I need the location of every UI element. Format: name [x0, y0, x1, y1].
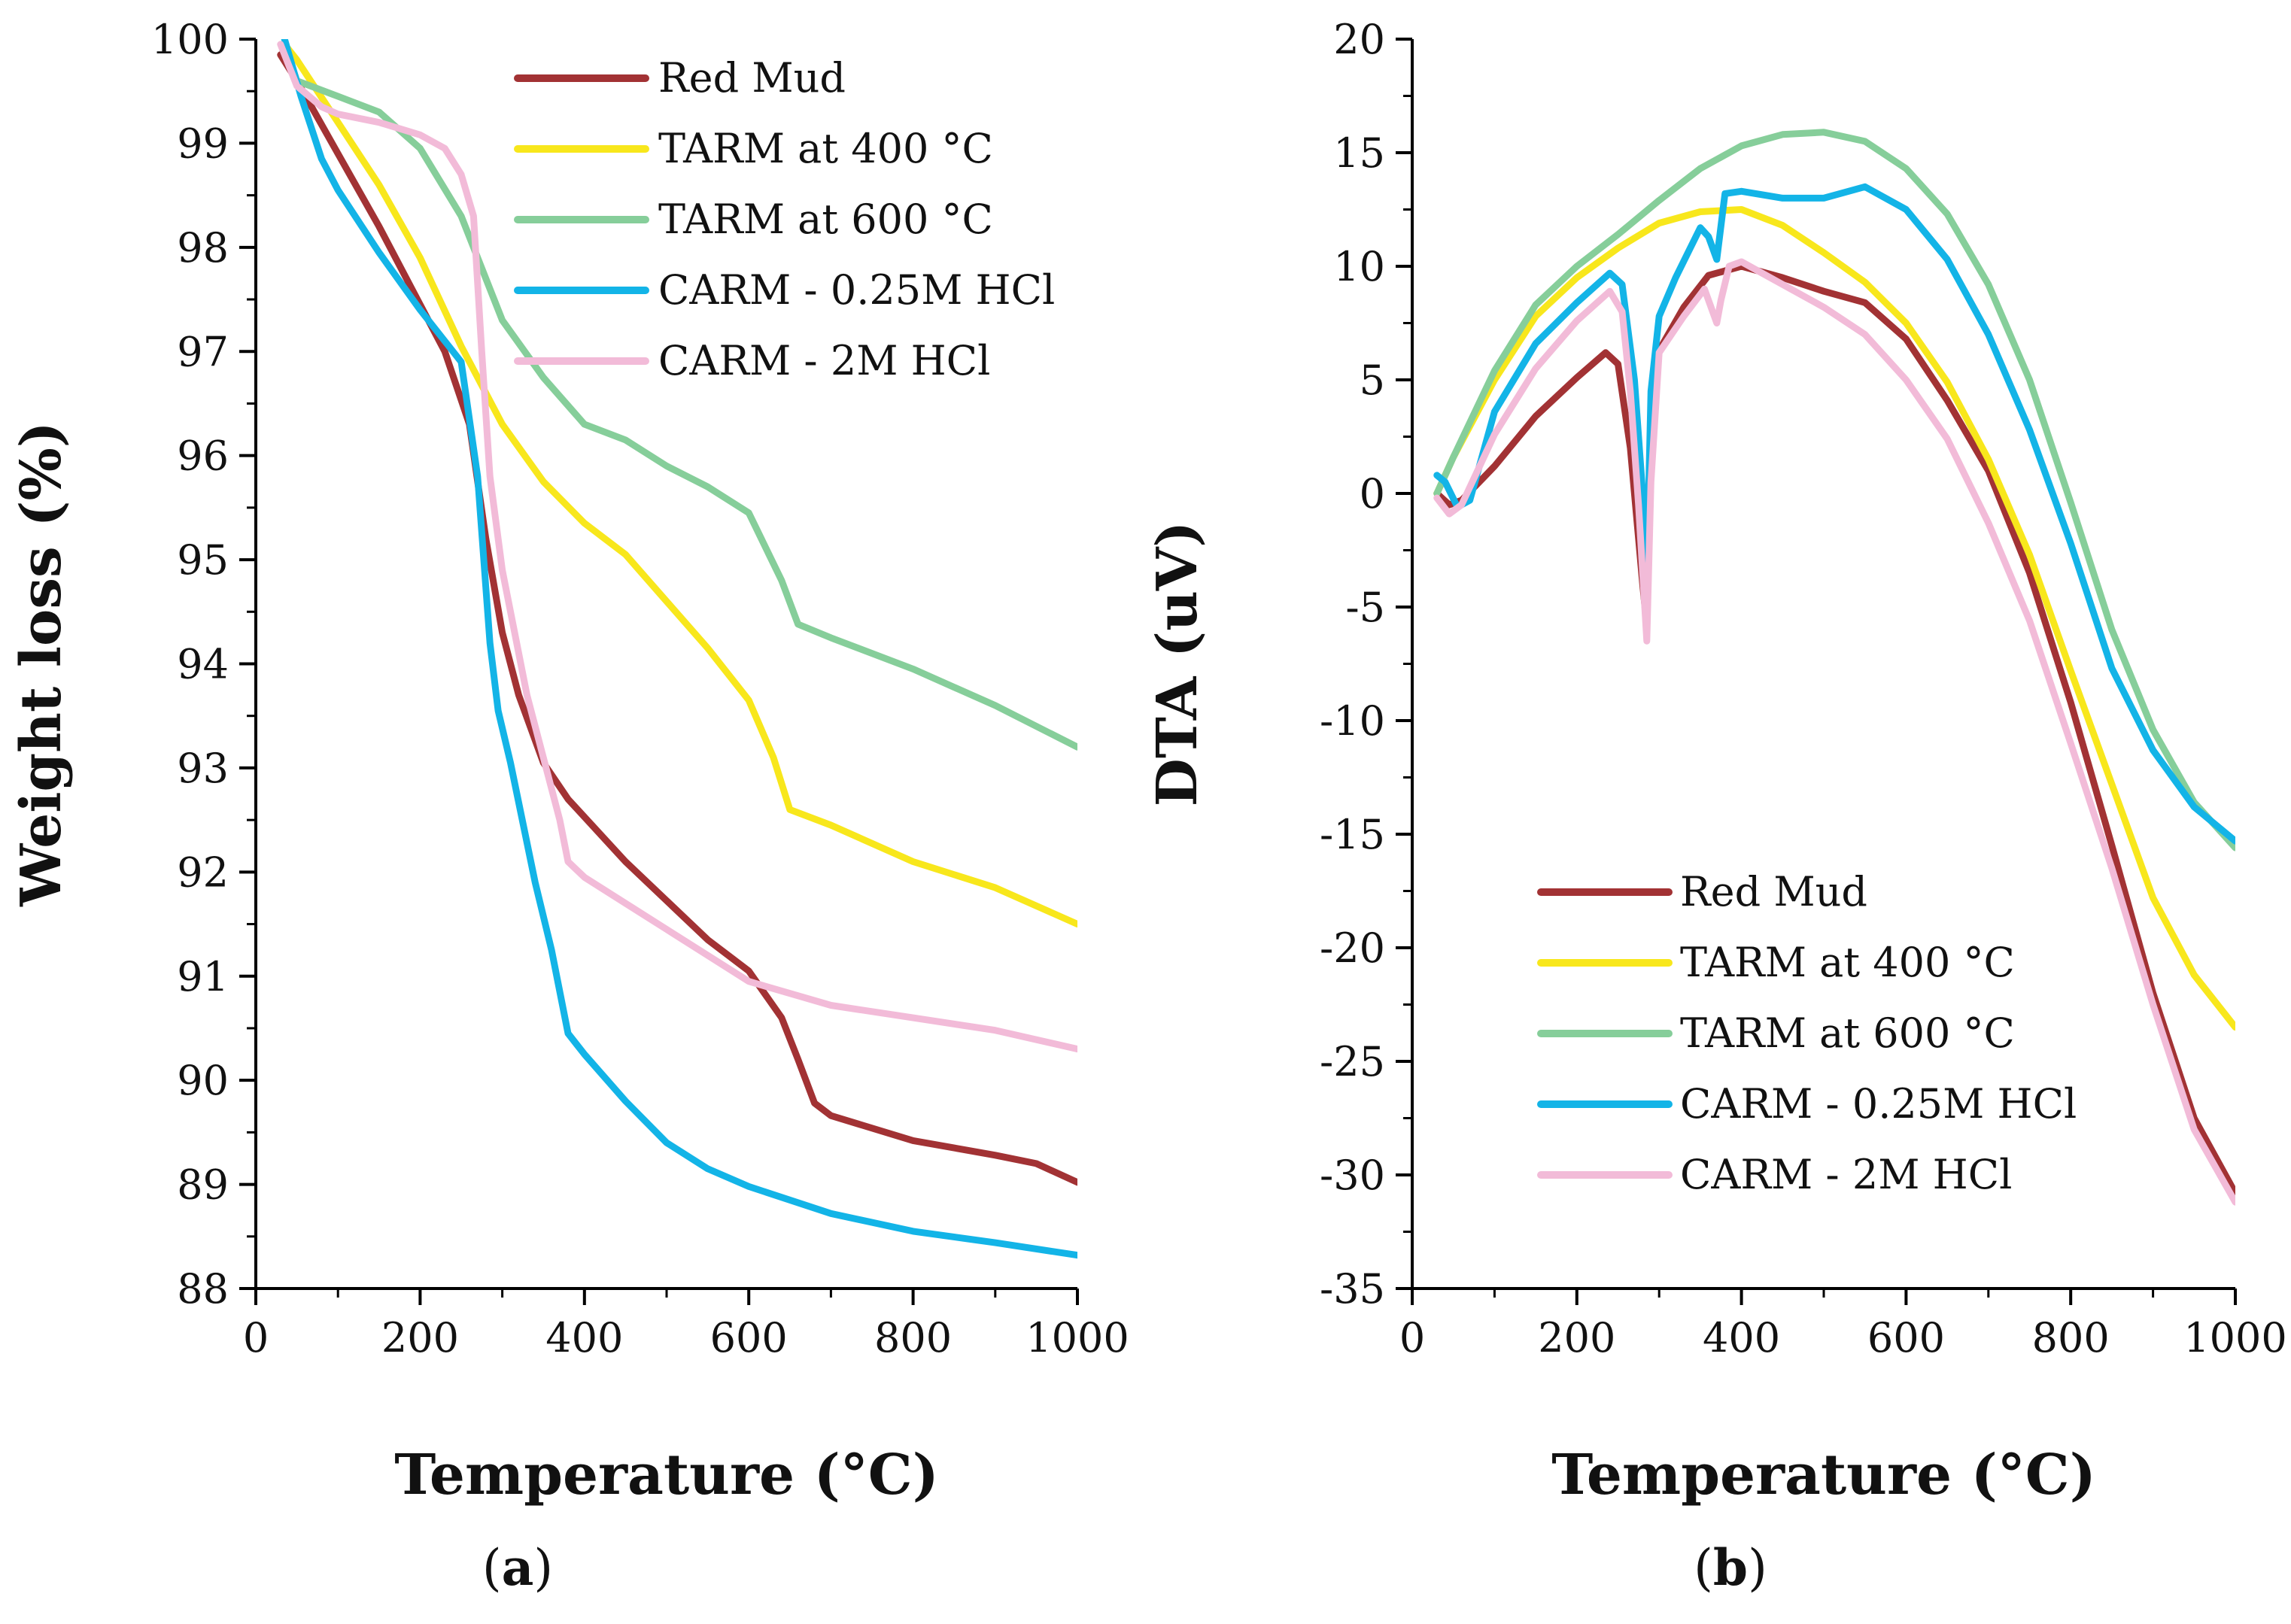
panel-a-x-tick-label: 0	[243, 1314, 269, 1361]
panel-a-legend-label-4: CARM - 2M HCl	[658, 337, 990, 384]
panel-b-series-line-0	[1433, 263, 2235, 1197]
panel-b-y-tick-label: 0	[1360, 470, 1385, 518]
panel-b-y-axis-title: DTA (uV)	[1145, 521, 1210, 807]
panel-a-x-tick-label: 800	[874, 1314, 952, 1361]
panel-b-legend-label-1: TARM at 400 °C	[1680, 939, 2015, 986]
panel-a-x-tick-label: 400	[545, 1314, 623, 1361]
panel-a-series-line-1	[281, 41, 1077, 927]
panel-b-x-tick-label: 400	[1703, 1314, 1780, 1361]
panel-b-label: (b)	[1694, 1538, 1767, 1597]
panel-b-x-tick-label: 600	[1867, 1314, 1945, 1361]
panel-a-y-axis-title: Weight loss (%)	[9, 421, 74, 907]
panel-a-series-line-2	[281, 41, 1077, 751]
panel-a-y-tick-label: 88	[177, 1265, 229, 1313]
panel-b-y-tick-label: -20	[1320, 924, 1385, 972]
panel-b-x-tick-label: 1000	[2183, 1314, 2286, 1361]
panel-a-x-tick-label: 600	[710, 1314, 788, 1361]
panel-a-y-tick-label: 93	[177, 745, 229, 792]
panel-b-y-tick-label: -30	[1320, 1152, 1385, 1199]
panel-a-x-tick-label: 200	[381, 1314, 459, 1361]
panel-a-x-axis-title: Temperature (°C)	[394, 1443, 938, 1507]
panel-b-y-tick-label: 5	[1360, 357, 1385, 404]
panel-a-series-line-0	[277, 51, 1077, 1186]
panel-a-y-tick-label: 91	[177, 953, 229, 1000]
panel-b-series-line-3	[1433, 183, 2235, 845]
panel-b-x-tick-label: 800	[2032, 1314, 2110, 1361]
panel-b-x-tick-label: 200	[1538, 1314, 1615, 1361]
panel-a-y-tick-label: 99	[177, 120, 229, 167]
panel-b-series	[1433, 129, 2235, 1206]
panel-a-y-tick-label: 92	[177, 848, 229, 896]
panel-a-y-tick-label: 97	[177, 328, 229, 375]
panel-a-series-line-3	[281, 39, 1077, 1259]
panel-b-y-tick-label: -25	[1320, 1038, 1385, 1085]
panel-b-y-tick-label: -15	[1320, 811, 1385, 858]
panel-b-legend-label-3: CARM - 0.25M HCl	[1680, 1080, 2077, 1128]
panel-a-series	[277, 39, 1077, 1259]
panel-b: 0 200 400 600 800 1000 -35 -30 -25 -20 -15 -10 -5 0 5 1…	[1145, 16, 2287, 1597]
panel-b-y-tick-label: -10	[1320, 697, 1385, 745]
panel-a-legend-label-1: TARM at 400 °C	[658, 125, 993, 172]
panel-a-y-tick-label: 90	[177, 1057, 229, 1104]
panel-b-series-line-1	[1433, 206, 2235, 1031]
panel-a: 0 200 400 600 800 1000 88 89 90 91 92 93 94 95 96 97 98 9…	[9, 16, 1129, 1597]
panel-a-y-tick-label: 95	[177, 536, 229, 584]
panel-a-legend-label-3: CARM - 0.25M HCl	[658, 266, 1055, 314]
panel-b-legend: Red Mud TARM at 400 °C TARM at 600 °C CARM …	[1537, 868, 2077, 1198]
panel-a-y-tick-label: 94	[177, 641, 229, 688]
panel-b-legend-label-2: TARM at 600 °C	[1680, 1009, 2015, 1057]
panel-a-legend-label-0: Red Mud	[658, 54, 846, 102]
panel-a-legend-label-2: TARM at 600 °C	[658, 196, 993, 243]
panel-b-y-tick-label: 20	[1333, 16, 1385, 63]
panel-a-label: (a)	[482, 1538, 553, 1597]
panel-b-y-tick-label: -35	[1320, 1265, 1385, 1313]
panel-a-legend: Red Mud TARM at 400 °C TARM at 600 °C CARM …	[514, 54, 1055, 384]
panel-a-y-tick-label: 96	[177, 433, 229, 480]
panel-a-series-line-4	[277, 41, 1077, 1053]
panel-a-y-tick-label: 89	[177, 1161, 229, 1209]
panel-b-legend-label-4: CARM - 2M HCl	[1680, 1151, 2012, 1198]
panel-b-series-line-2	[1433, 129, 2235, 851]
panel-a-y-tick-label: 98	[177, 224, 229, 272]
panel-b-y-tick-label: -5	[1345, 584, 1385, 631]
panel-b-x-axis-title: Temperature (°C)	[1551, 1443, 2095, 1507]
panel-b-series-line-4	[1433, 258, 2235, 1206]
panel-b-legend-label-0: Red Mud	[1680, 868, 1867, 915]
panel-a-x-tick-label: 1000	[1025, 1314, 1129, 1361]
panel-a-y-tick-label: 100	[151, 16, 229, 63]
panel-b-y-tick-label: 15	[1333, 129, 1385, 177]
panel-b-x-tick-label: 0	[1399, 1314, 1425, 1361]
panel-b-y-tick-label: 10	[1333, 243, 1385, 290]
